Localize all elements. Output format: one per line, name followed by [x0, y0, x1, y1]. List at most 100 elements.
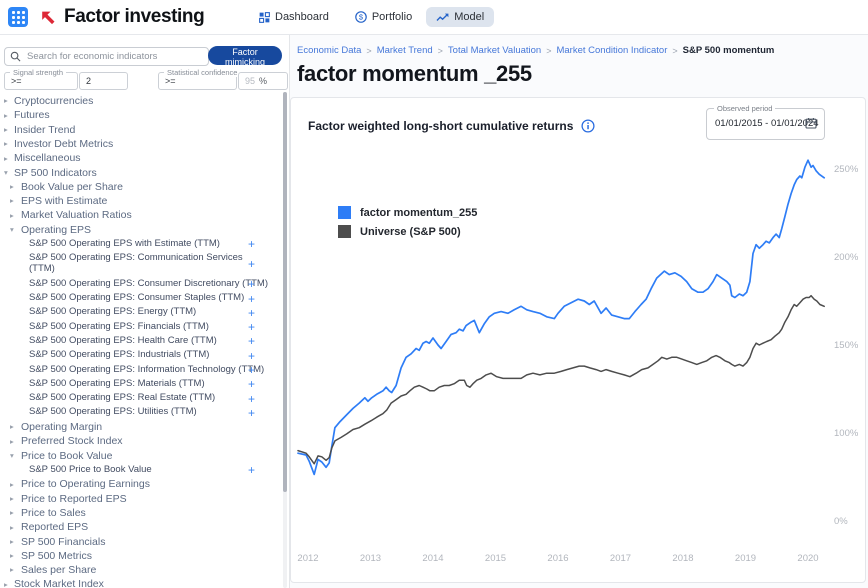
sidebar-scrollbar-thumb[interactable]: [283, 92, 287, 492]
tree-leaf-item[interactable]: S&P 500 Operating EPS: Utilities (TTM) +: [0, 406, 281, 420]
add-indicator-button[interactable]: +: [247, 257, 255, 272]
tree-leaf-item[interactable]: S&P 500 Operating EPS: Materials (TTM) +: [0, 377, 281, 391]
chevron-right-icon[interactable]: ▸: [10, 479, 14, 489]
chevron-right-icon[interactable]: ▸: [10, 182, 14, 192]
breadcrumb-separator: >: [366, 45, 372, 56]
add-indicator-button[interactable]: +: [247, 405, 255, 420]
tree-leaf-item[interactable]: S&P 500 Price to Book Value +: [0, 463, 281, 477]
app-launcher-icon[interactable]: [8, 7, 28, 27]
chevron-right-icon[interactable]: ▸: [10, 565, 14, 575]
chevron-right-icon[interactable]: ▸: [4, 124, 8, 134]
chevron-right-icon[interactable]: ▸: [10, 422, 14, 432]
tree-group-item[interactable]: ▸ Miscellaneous: [0, 151, 281, 165]
add-indicator-button[interactable]: +: [247, 391, 255, 406]
add-indicator-button[interactable]: +: [247, 377, 255, 392]
tree-group-item[interactable]: ▸ SP 500 Financials: [0, 534, 281, 548]
tree-group-item[interactable]: ▸ Price to Reported EPS: [0, 492, 281, 506]
tree-leaf-item[interactable]: S&P 500 Operating EPS: Real Estate (TTM)…: [0, 391, 281, 405]
tree-leaf-item[interactable]: S&P 500 Operating EPS: Communication Ser…: [0, 251, 281, 277]
tree-leaf-item[interactable]: S&P 500 Operating EPS: Consumer Discreti…: [0, 277, 281, 291]
confidence-operator-field[interactable]: Statistical confidence >=: [158, 68, 241, 90]
chevron-down-icon[interactable]: ▾: [10, 225, 14, 235]
tree-leaf-item[interactable]: S&P 500 Operating EPS with Estimate (TTM…: [0, 237, 281, 251]
breadcrumb-link[interactable]: Market Trend: [376, 45, 433, 56]
add-indicator-button[interactable]: +: [247, 305, 255, 320]
add-indicator-button[interactable]: +: [247, 334, 255, 349]
tree-group-item[interactable]: ▸ Investor Debt Metrics: [0, 137, 281, 151]
chevron-right-icon[interactable]: ▸: [10, 551, 14, 561]
tree-group-item[interactable]: ▸ Market Valuation Ratios: [0, 208, 281, 222]
tree-group-item[interactable]: ▸ EPS with Estimate: [0, 194, 281, 208]
tree-group-item[interactable]: ▸ Reported EPS: [0, 520, 281, 534]
tree-group-item[interactable]: ▸ Price to Sales: [0, 506, 281, 520]
chevron-right-icon[interactable]: ▸: [10, 436, 14, 446]
chart-title: Factor weighted long-short cumulative re…: [308, 119, 574, 133]
tree-group-item[interactable]: ▸ Sales per Share: [0, 563, 281, 577]
tree-group-item[interactable]: ▸ Price to Operating Earnings: [0, 477, 281, 491]
search-box[interactable]: [4, 47, 209, 66]
tree-group-item[interactable]: ▾ Price to Book Value: [0, 449, 281, 463]
nav-item-portfolio[interactable]: $ Portfolio: [349, 7, 418, 27]
tree-item-label: Market Valuation Ratios: [21, 209, 132, 222]
tree-leaf-item[interactable]: S&P 500 Operating EPS: Energy (TTM) +: [0, 306, 281, 320]
chevron-right-icon[interactable]: ▸: [10, 522, 14, 532]
tree-group-item[interactable]: ▸ Book Value per Share: [0, 180, 281, 194]
confidence-value-field[interactable]: 95%: [238, 72, 288, 90]
add-indicator-button[interactable]: +: [247, 237, 255, 252]
tree-group-item[interactable]: ▸ Preferred Stock Index: [0, 434, 281, 448]
chevron-right-icon[interactable]: ▸: [10, 196, 14, 206]
tree-leaf-item[interactable]: S&P 500 Operating EPS: Information Techn…: [0, 363, 281, 377]
signal-strength-value-field[interactable]: 2: [79, 72, 128, 90]
chevron-right-icon[interactable]: ▸: [4, 139, 8, 149]
chevron-right-icon[interactable]: ▸: [4, 110, 8, 120]
add-indicator-button[interactable]: +: [247, 362, 255, 377]
tree-leaf-item[interactable]: S&P 500 Operating EPS: Health Care (TTM)…: [0, 334, 281, 348]
chevron-right-icon[interactable]: ▸: [4, 579, 8, 588]
tree-group-item[interactable]: ▸ Insider Trend: [0, 123, 281, 137]
chevron-right-icon[interactable]: ▸: [4, 153, 8, 163]
observed-period-field[interactable]: Observed period 01/01/2015 - 01/01/2024: [706, 104, 825, 140]
tree-item-label: Investor Debt Metrics: [14, 138, 114, 150]
tree-item-label: Stock Market Index: [14, 578, 104, 588]
add-indicator-button[interactable]: +: [247, 348, 255, 363]
factor-mimicking-button[interactable]: Factor mimicking: [208, 46, 282, 67]
tree-leaf-item[interactable]: S&P 500 Operating EPS: Consumer Staples …: [0, 291, 281, 305]
tree-group-item[interactable]: ▸ SP 500 Metrics: [0, 549, 281, 563]
info-icon[interactable]: [581, 119, 595, 133]
tree-leaf-item[interactable]: S&P 500 Operating EPS: Industrials (TTM)…: [0, 349, 281, 363]
chevron-right-icon[interactable]: ▸: [10, 210, 14, 220]
search-input[interactable]: [25, 50, 203, 63]
tree-item-label: SP 500 Metrics: [21, 549, 93, 562]
tree-item-label: EPS with Estimate: [21, 195, 108, 208]
tree-leaf-item[interactable]: S&P 500 Operating EPS: Financials (TTM) +: [0, 320, 281, 334]
breadcrumb-link[interactable]: Market Condition Indicator: [556, 45, 668, 56]
chevron-down-icon[interactable]: ▾: [10, 451, 14, 461]
add-indicator-button[interactable]: +: [247, 320, 255, 335]
tree-group-item[interactable]: ▸ Operating Margin: [0, 420, 281, 434]
add-indicator-button[interactable]: +: [247, 277, 255, 292]
y-axis-tick-label: 250%: [834, 164, 859, 175]
chevron-right-icon[interactable]: ▸: [10, 508, 14, 518]
tree-group-item[interactable]: ▸ Stock Market Index: [0, 577, 281, 588]
breadcrumb-link[interactable]: Total Market Valuation: [447, 45, 542, 56]
add-indicator-button[interactable]: +: [247, 463, 255, 478]
nav-item-dashboard[interactable]: Dashboard: [253, 7, 335, 27]
tree-group-item[interactable]: ▸ Cryptocurrencies: [0, 94, 281, 108]
tree-group-item[interactable]: ▾ SP 500 Indicators: [0, 165, 281, 179]
indicator-tree: ▸ Cryptocurrencies ▸ Futures ▸ Insider Trend ▸…: [0, 94, 281, 588]
chevron-right-icon[interactable]: ▸: [10, 536, 14, 546]
indicator-sidebar: Factor mimicking Signal strength >= 2 St…: [0, 34, 290, 588]
chevron-right-icon[interactable]: ▸: [10, 493, 14, 503]
calendar-icon[interactable]: [805, 117, 817, 129]
add-indicator-button[interactable]: +: [247, 291, 255, 306]
signal-strength-operator-field[interactable]: Signal strength >=: [4, 68, 78, 90]
sidebar-scrollbar[interactable]: [283, 92, 287, 588]
chevron-down-icon[interactable]: ▾: [4, 167, 8, 177]
breadcrumb: Economic Data > Market Trend > Total Market …: [297, 45, 774, 56]
tree-group-item[interactable]: ▾ Operating EPS: [0, 223, 281, 237]
breadcrumb-link[interactable]: Economic Data: [297, 45, 362, 56]
tree-item-label: Price to Sales: [21, 506, 86, 519]
tree-group-item[interactable]: ▸ Futures: [0, 108, 281, 122]
nav-item-model[interactable]: Model: [426, 7, 495, 27]
chevron-right-icon[interactable]: ▸: [4, 96, 8, 106]
